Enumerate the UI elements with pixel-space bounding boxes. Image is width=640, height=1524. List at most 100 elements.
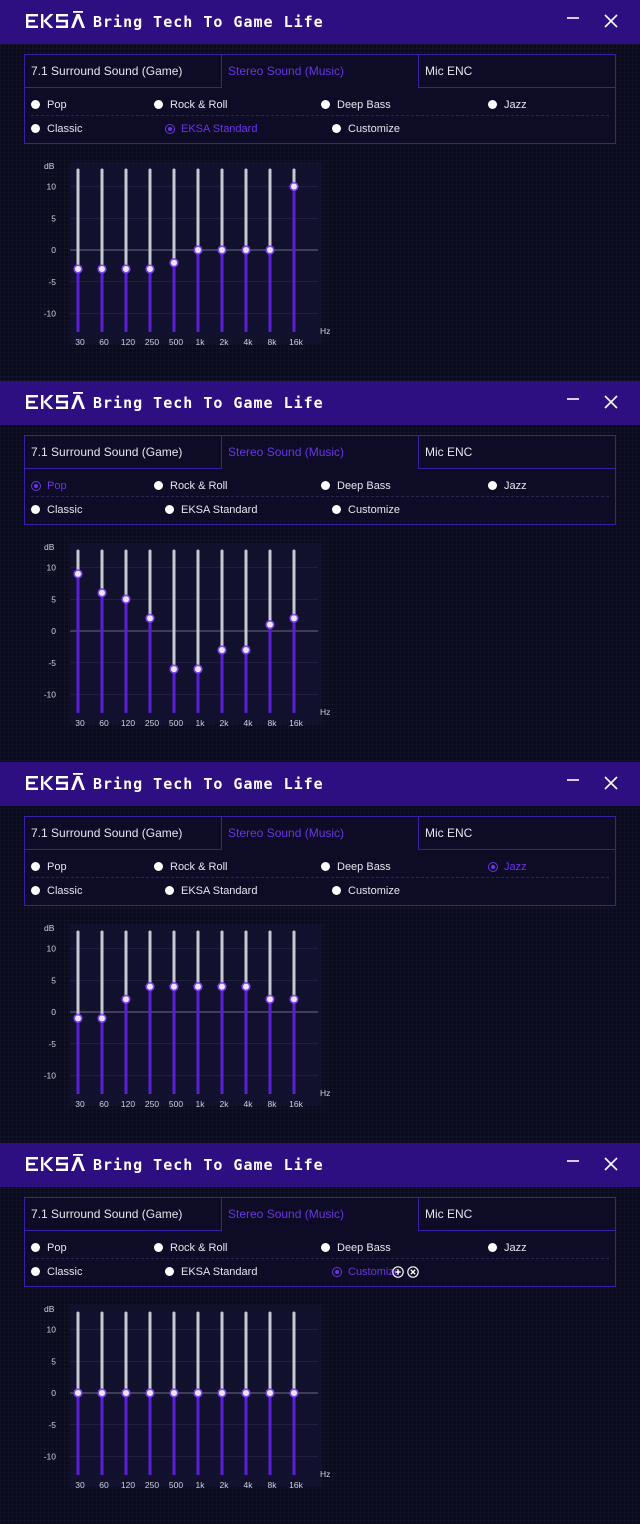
y-tick-label: 10 bbox=[47, 563, 57, 573]
slider-knob[interactable] bbox=[169, 664, 179, 674]
slider-knob[interactable] bbox=[121, 994, 131, 1004]
tab-surround-sound[interactable]: 7.1 Surround Sound (Game) bbox=[25, 1198, 222, 1231]
slider-knob[interactable] bbox=[121, 594, 131, 604]
slider-knob[interactable] bbox=[217, 1388, 227, 1398]
tab-surround-sound[interactable]: 7.1 Surround Sound (Game) bbox=[25, 817, 222, 850]
slider-knob[interactable] bbox=[97, 588, 107, 598]
slider-knob[interactable] bbox=[289, 994, 299, 1004]
slider-knob[interactable] bbox=[217, 981, 227, 992]
close-icon[interactable] bbox=[602, 393, 620, 411]
radio-button-selected[interactable] bbox=[332, 1267, 342, 1277]
slider-knob[interactable] bbox=[145, 1388, 155, 1398]
tab-mic-enc[interactable]: Mic ENC bbox=[418, 1198, 615, 1231]
slider-knob[interactable] bbox=[169, 258, 179, 268]
slider-knob[interactable] bbox=[97, 264, 107, 274]
tab-stereo-sound[interactable]: Stereo Sound (Music) bbox=[228, 64, 345, 78]
slider-knob[interactable] bbox=[265, 245, 275, 255]
slider-knob[interactable] bbox=[145, 613, 155, 623]
radio-button[interactable] bbox=[321, 862, 330, 871]
radio-button[interactable] bbox=[31, 1243, 40, 1252]
radio-button-selected[interactable] bbox=[165, 124, 175, 134]
radio-button[interactable] bbox=[154, 100, 163, 109]
x-tick-label: 500 bbox=[169, 337, 183, 347]
minimize-icon[interactable] bbox=[564, 12, 582, 30]
slider-knob[interactable] bbox=[169, 981, 179, 992]
radio-button[interactable] bbox=[321, 1243, 330, 1252]
y-axis-label: dB bbox=[44, 1304, 55, 1314]
slider-knob[interactable] bbox=[121, 1388, 131, 1398]
minimize-icon[interactable] bbox=[564, 1155, 582, 1173]
slider-knob[interactable] bbox=[169, 1388, 179, 1398]
slider-knob[interactable] bbox=[289, 1388, 299, 1398]
x-tick-label: 30 bbox=[75, 1099, 85, 1109]
x-tick-label: 120 bbox=[121, 1099, 135, 1109]
slider-knob[interactable] bbox=[97, 1388, 107, 1398]
minimize-icon[interactable] bbox=[564, 393, 582, 411]
radio-button[interactable] bbox=[321, 481, 330, 490]
slider-knob[interactable] bbox=[241, 1388, 251, 1398]
radio-button[interactable] bbox=[165, 505, 174, 514]
tab-surround-sound[interactable]: 7.1 Surround Sound (Game) bbox=[25, 436, 222, 469]
slider-knob[interactable] bbox=[73, 264, 83, 274]
tab-surround-sound[interactable]: 7.1 Surround Sound (Game) bbox=[25, 55, 222, 88]
y-tick-label: 0 bbox=[51, 626, 56, 636]
tab-mic-enc[interactable]: Mic ENC bbox=[418, 817, 615, 850]
slider-knob[interactable] bbox=[73, 1388, 83, 1398]
slider-knob[interactable] bbox=[265, 1388, 275, 1398]
tab-stereo-sound[interactable]: Stereo Sound (Music) bbox=[228, 445, 345, 459]
slider-knob[interactable] bbox=[217, 645, 227, 655]
slider-knob[interactable] bbox=[145, 264, 155, 274]
radio-button[interactable] bbox=[165, 886, 174, 895]
radio-button[interactable] bbox=[154, 481, 163, 490]
radio-button[interactable] bbox=[31, 505, 40, 514]
slider-knob[interactable] bbox=[265, 620, 275, 630]
slider-knob[interactable] bbox=[241, 245, 251, 255]
slider-knob[interactable] bbox=[217, 245, 227, 255]
tab-mic-enc[interactable]: Mic ENC bbox=[418, 436, 615, 469]
x-tick-label: 30 bbox=[75, 718, 85, 728]
slider-knob[interactable] bbox=[73, 1013, 83, 1023]
minimize-icon[interactable] bbox=[564, 774, 582, 792]
x-circle-icon[interactable] bbox=[407, 1266, 419, 1278]
radio-button-selected[interactable] bbox=[488, 862, 498, 872]
plus-circle-icon[interactable] bbox=[392, 1266, 404, 1278]
slider-knob[interactable] bbox=[265, 994, 275, 1004]
x-axis-label: Hz bbox=[320, 1088, 330, 1098]
tab-stereo-sound[interactable]: Stereo Sound (Music) bbox=[228, 826, 345, 840]
slider-knob[interactable] bbox=[121, 264, 131, 274]
radio-button[interactable] bbox=[154, 1243, 163, 1252]
radio-button[interactable] bbox=[165, 1267, 174, 1276]
slider-knob[interactable] bbox=[193, 1388, 203, 1398]
slider-knob[interactable] bbox=[241, 981, 251, 992]
slider-knob[interactable] bbox=[241, 645, 251, 655]
slider-knob[interactable] bbox=[73, 569, 83, 579]
eksa-logo bbox=[26, 11, 85, 28]
close-icon[interactable] bbox=[602, 1155, 620, 1173]
radio-button[interactable] bbox=[31, 124, 40, 133]
slider-knob[interactable] bbox=[145, 981, 155, 992]
radio-button[interactable] bbox=[488, 481, 497, 490]
radio-button[interactable] bbox=[154, 862, 163, 871]
radio-button[interactable] bbox=[321, 100, 330, 109]
radio-button[interactable] bbox=[31, 100, 40, 109]
slider-knob[interactable] bbox=[193, 981, 203, 992]
radio-button[interactable] bbox=[332, 886, 341, 895]
radio-button-selected[interactable] bbox=[31, 481, 41, 491]
slider-knob[interactable] bbox=[193, 245, 203, 255]
tab-mic-enc[interactable]: Mic ENC bbox=[418, 55, 615, 88]
close-icon[interactable] bbox=[602, 12, 620, 30]
radio-button[interactable] bbox=[31, 886, 40, 895]
x-tick-label: 250 bbox=[145, 718, 159, 728]
close-icon[interactable] bbox=[602, 774, 620, 792]
radio-button[interactable] bbox=[31, 1267, 40, 1276]
slider-knob[interactable] bbox=[289, 181, 299, 192]
slider-knob[interactable] bbox=[289, 613, 299, 623]
radio-button[interactable] bbox=[332, 124, 341, 133]
radio-button[interactable] bbox=[31, 862, 40, 871]
radio-button[interactable] bbox=[488, 1243, 497, 1252]
slider-knob[interactable] bbox=[97, 1013, 107, 1023]
radio-button[interactable] bbox=[332, 505, 341, 514]
tab-stereo-sound[interactable]: Stereo Sound (Music) bbox=[228, 1207, 345, 1221]
slider-knob[interactable] bbox=[193, 664, 203, 674]
radio-button[interactable] bbox=[488, 100, 497, 109]
